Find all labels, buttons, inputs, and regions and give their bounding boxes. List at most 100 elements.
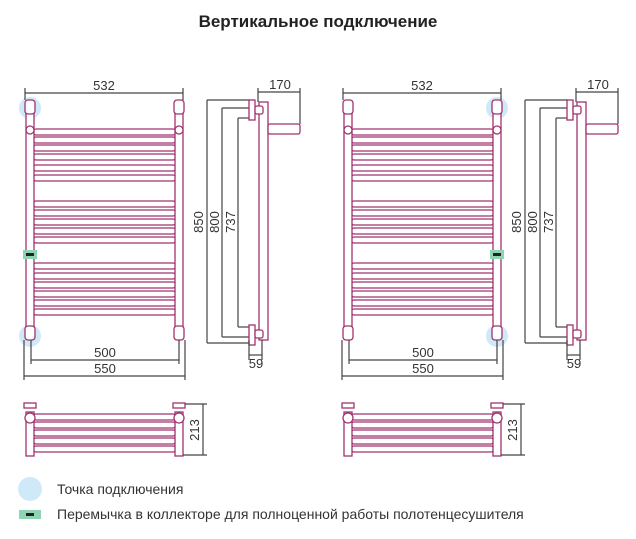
horizontal-tube — [350, 144, 495, 152]
horizontal-tube — [32, 200, 177, 208]
page-title: Вертикальное подключение — [198, 12, 438, 31]
dim-h-axis: 800 — [207, 211, 222, 233]
top-view-tube — [32, 429, 177, 437]
horizontal-tube — [32, 236, 177, 244]
horizontal-tube — [350, 209, 495, 217]
dim-axis-width: 500 — [412, 345, 434, 360]
bottom-valve — [24, 325, 36, 341]
legend-jumper-label: Перемычка в коллекторе для полноценной р… — [57, 506, 524, 522]
side-top-nut — [254, 105, 264, 115]
side-riser — [576, 101, 587, 341]
legend-connection-label: Точка подключения — [57, 481, 184, 497]
horizontal-tube — [32, 128, 177, 136]
top-view-fitting — [24, 412, 36, 424]
side-riser — [258, 101, 269, 341]
right-riser — [492, 109, 502, 331]
horizontal-tube — [32, 144, 177, 152]
horizontal-tube — [32, 262, 177, 270]
dim-h-inner: 737 — [541, 211, 556, 233]
horizontal-tube — [350, 281, 495, 289]
dim-offset: 59 — [249, 356, 263, 371]
dim-h-total: 850 — [509, 211, 524, 233]
dim-top-depth: 213 — [187, 419, 202, 441]
dim-offset: 59 — [567, 356, 581, 371]
right-riser — [174, 109, 184, 331]
dim-top-width: 532 — [411, 78, 433, 93]
collector-jumper-dash — [493, 253, 501, 256]
dim-top-depth: 213 — [505, 419, 520, 441]
top-valve — [24, 99, 36, 115]
dim-h-total: 850 — [191, 211, 206, 233]
dim-depth: 170 — [587, 77, 609, 92]
top-valve — [173, 99, 185, 115]
horizontal-tube — [32, 209, 177, 217]
top-view-tube — [32, 445, 177, 453]
horizontal-tube — [350, 262, 495, 270]
dim-h-inner: 737 — [223, 211, 238, 233]
top-fitting — [174, 125, 184, 135]
top-view-flange — [490, 402, 504, 409]
horizontal-tube — [350, 136, 495, 144]
left-riser — [25, 109, 35, 331]
top-fitting — [25, 125, 35, 135]
top-view-tube — [350, 421, 495, 429]
horizontal-tube — [350, 272, 495, 280]
horizontal-tube — [32, 174, 177, 182]
side-top-flange — [248, 99, 256, 121]
side-bottom-flange — [248, 324, 256, 346]
horizontal-tube — [32, 308, 177, 316]
top-view-flange — [172, 402, 186, 409]
top-view-tube — [32, 413, 177, 421]
side-top-nut — [572, 105, 582, 115]
top-view-right-riser — [174, 411, 184, 457]
connection-point-circle-icon — [18, 477, 42, 501]
horizontal-tube — [350, 236, 495, 244]
horizontal-tube — [32, 290, 177, 298]
side-bottom-nut — [254, 329, 264, 339]
horizontal-tube — [350, 164, 495, 172]
horizontal-tube — [350, 299, 495, 307]
horizontal-tube — [350, 218, 495, 226]
horizontal-tube — [32, 153, 177, 161]
top-view-left-riser — [25, 411, 35, 457]
left-riser — [343, 109, 353, 331]
top-view-tube — [32, 437, 177, 445]
top-view-flange — [23, 402, 37, 409]
horizontal-tube — [32, 136, 177, 144]
top-view-fitting — [173, 412, 185, 424]
dim-total-width: 550 — [412, 361, 434, 376]
dim-total-width: 550 — [94, 361, 116, 376]
bottom-valve — [342, 325, 354, 341]
top-view-flange — [341, 402, 355, 409]
top-view-tube — [350, 429, 495, 437]
top-valve — [491, 99, 503, 115]
dim-depth: 170 — [269, 77, 291, 92]
side-bracket-arm — [585, 123, 619, 135]
top-fitting — [343, 125, 353, 135]
top-fitting — [492, 125, 502, 135]
horizontal-tube — [32, 299, 177, 307]
horizontal-tube — [350, 174, 495, 182]
horizontal-tube — [32, 218, 177, 226]
top-view-left-riser — [343, 411, 353, 457]
bottom-valve — [491, 325, 503, 341]
collector-jumper-dash-icon — [26, 513, 34, 516]
top-view-tube — [350, 413, 495, 421]
dim-h-axis: 800 — [525, 211, 540, 233]
horizontal-tube — [32, 227, 177, 235]
top-view-fitting — [342, 412, 354, 424]
side-bottom-nut — [572, 329, 582, 339]
collector-jumper-dash — [26, 253, 34, 256]
top-valve — [342, 99, 354, 115]
dim-axis-width: 500 — [94, 345, 116, 360]
top-view-tube — [350, 445, 495, 453]
horizontal-tube — [350, 308, 495, 316]
top-view-tube — [350, 437, 495, 445]
horizontal-tube — [32, 281, 177, 289]
side-bracket-arm — [267, 123, 301, 135]
horizontal-tube — [350, 200, 495, 208]
